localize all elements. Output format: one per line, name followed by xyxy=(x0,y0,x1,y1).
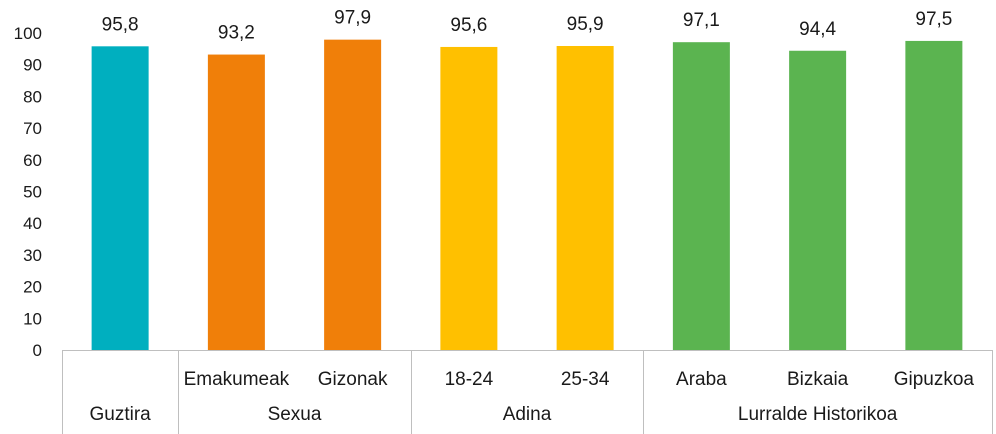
bar xyxy=(440,46,498,351)
y-tick-label: 20 xyxy=(23,278,42,297)
y-tick-label: 0 xyxy=(33,341,42,360)
x-category-label: Bizkaia xyxy=(787,369,849,390)
x-category-label: Gizonak xyxy=(318,369,388,390)
y-tick-label: 10 xyxy=(23,309,42,328)
data-label: 97,1 xyxy=(683,10,720,31)
bar xyxy=(91,46,149,351)
x-category-label: Gipuzkoa xyxy=(894,369,975,390)
data-label: 97,5 xyxy=(915,9,952,30)
y-tick-label: 60 xyxy=(23,151,42,170)
bar xyxy=(324,39,382,350)
x-category-label: Emakumeak xyxy=(184,369,290,390)
y-tick-label: 90 xyxy=(23,56,42,75)
bar xyxy=(905,40,963,351)
data-label: 95,9 xyxy=(567,14,604,35)
y-tick-label: 100 xyxy=(14,24,42,43)
x-category-label: 25-34 xyxy=(561,369,610,390)
y-tick-label: 40 xyxy=(23,214,42,233)
y-tick-label: 70 xyxy=(23,119,42,138)
data-label: 94,4 xyxy=(799,19,836,40)
y-tick-label: 30 xyxy=(23,246,42,265)
y-axis: 0 10 20 30 40 50 60 70 80 90 100 xyxy=(14,24,42,360)
data-label: 95,8 xyxy=(102,14,139,35)
bar xyxy=(207,54,265,350)
x-group-label: Lurralde Historikoa xyxy=(738,404,898,425)
data-label: 93,2 xyxy=(218,23,255,44)
x-group-label: Guztira xyxy=(90,404,152,425)
bars xyxy=(91,39,963,351)
value-labels: 95,8 93,2 97,9 95,6 95,9 97,1 94,4 97,5 xyxy=(102,8,953,44)
y-tick-label: 80 xyxy=(23,87,42,106)
bar xyxy=(672,42,730,351)
x-category-label: Araba xyxy=(676,369,727,390)
x-group-label: Sexua xyxy=(268,404,322,425)
bar xyxy=(556,45,614,350)
x-group-label: Adina xyxy=(503,404,552,425)
x-category-label: 18-24 xyxy=(445,369,494,390)
data-label: 95,6 xyxy=(450,15,487,36)
data-label: 97,9 xyxy=(334,8,371,29)
x-axis: Emakumeak Gizonak 18-24 25-34 Araba Bizkaia Gi… xyxy=(62,350,993,434)
y-tick-label: 50 xyxy=(23,183,42,202)
bar xyxy=(789,50,847,350)
